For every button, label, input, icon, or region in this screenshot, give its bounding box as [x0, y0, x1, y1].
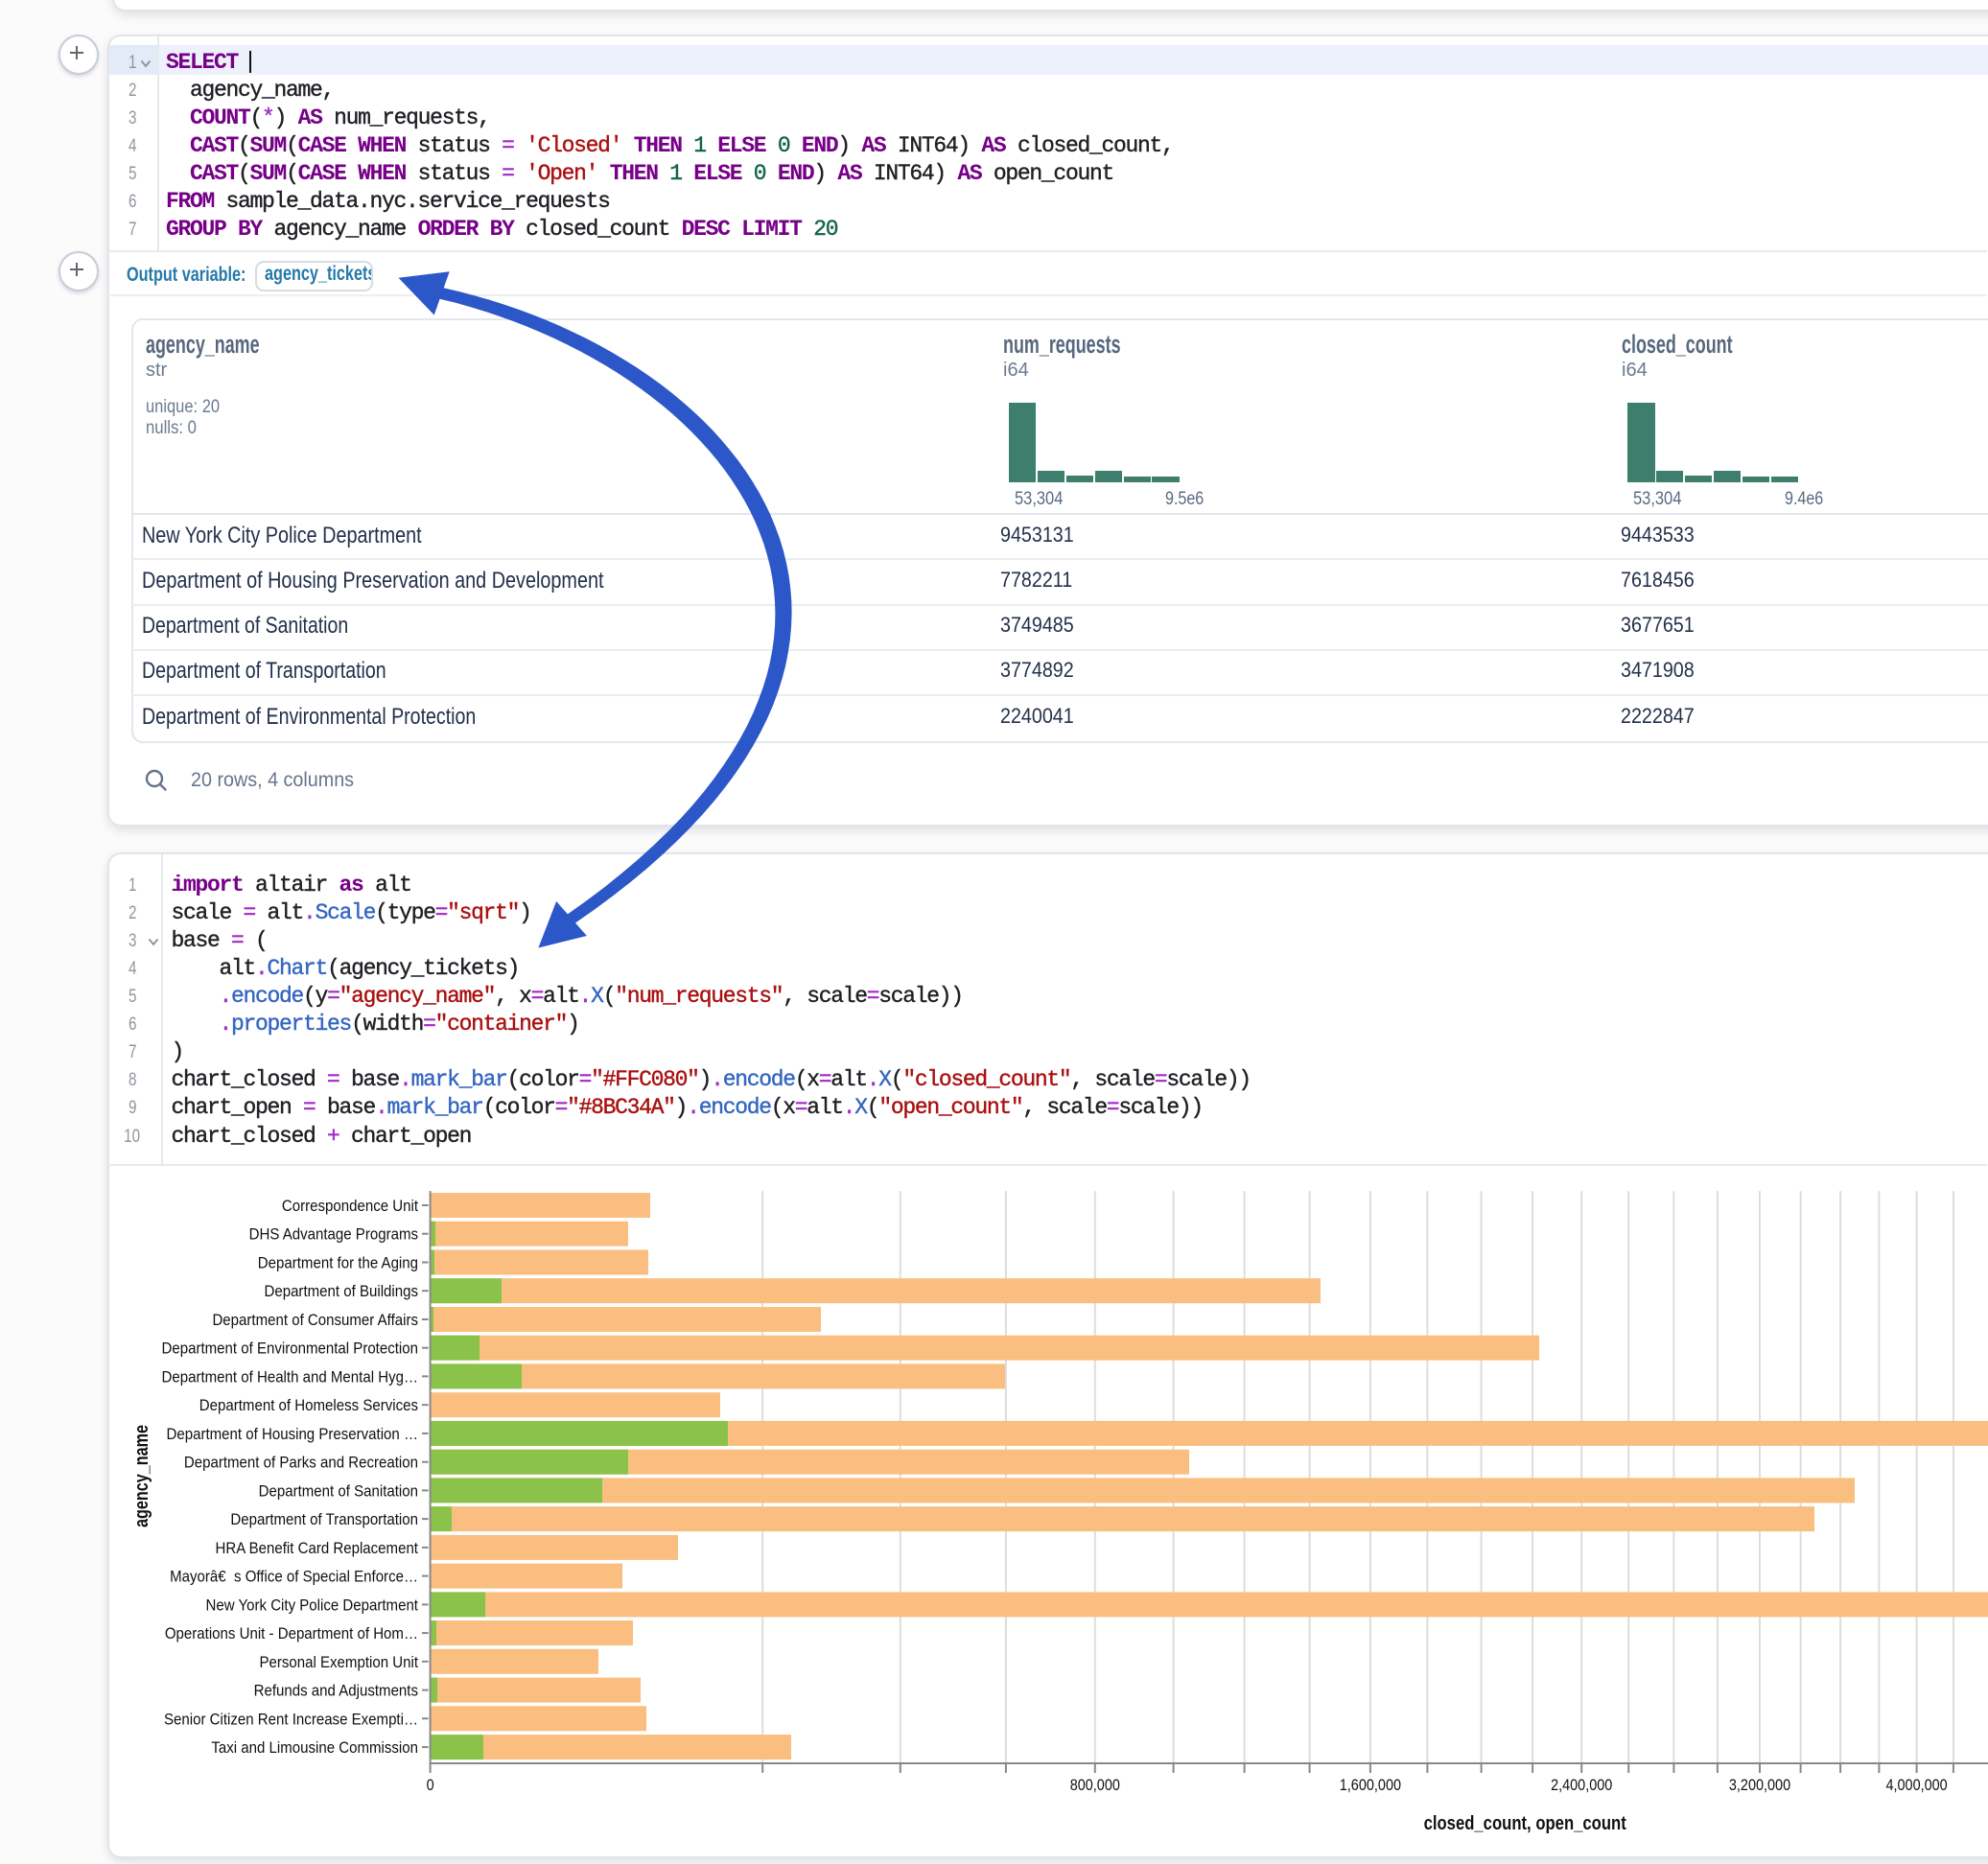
svg-text:Department of Homeless Service: Department of Homeless Services: [199, 1396, 418, 1414]
svg-text:DHS Advantage Programs: DHS Advantage Programs: [249, 1225, 418, 1244]
svg-text:800,000: 800,000: [1070, 1777, 1120, 1794]
svg-text:Department of Consumer Affairs: Department of Consumer Affairs: [212, 1311, 418, 1329]
svg-text:Department of Sanitation: Department of Sanitation: [259, 1482, 418, 1501]
svg-text:2,400,000: 2,400,000: [1551, 1777, 1612, 1794]
svg-text:Operations Unit - Department o: Operations Unit - Department of Hom…: [165, 1624, 418, 1643]
svg-text:Department of Buildings: Department of Buildings: [264, 1282, 418, 1300]
svg-text:Refunds and Adjustments: Refunds and Adjustments: [254, 1682, 418, 1700]
svg-text:1,600,000: 1,600,000: [1340, 1777, 1401, 1794]
svg-text:HRA Benefit Card Replacement: HRA Benefit Card Replacement: [215, 1539, 418, 1557]
svg-text:closed_count, open_count: closed_count, open_count: [1424, 1812, 1626, 1834]
svg-text:Department for the Aging: Department for the Aging: [258, 1254, 418, 1272]
svg-text:Department of Housing Preserva: Department of Housing Preservation …: [167, 1425, 418, 1443]
svg-text:Taxi and Limousine Commission: Taxi and Limousine Commission: [211, 1738, 418, 1757]
svg-text:agency_name: agency_name: [130, 1425, 152, 1527]
svg-text:4,000,000: 4,000,000: [1885, 1777, 1947, 1794]
svg-text:Department of Environmental Pr: Department of Environmental Protection: [161, 1340, 418, 1358]
svg-text:Department of Parks and Recrea: Department of Parks and Recreation: [184, 1454, 418, 1472]
svg-text:Personal Exemption Unit: Personal Exemption Unit: [259, 1653, 418, 1671]
svg-text:New York City Police Departmen: New York City Police Department: [205, 1596, 418, 1615]
svg-text:Correspondence Unit: Correspondence Unit: [282, 1197, 419, 1215]
svg-text:Mayorâ€ s Office of Special E: Mayorâ€ s Office of Special Enforce…: [170, 1568, 418, 1586]
svg-text:Senior Citizen Rent Increase E: Senior Citizen Rent Increase Exempti…: [164, 1710, 418, 1728]
svg-text:Department of Transportation: Department of Transportation: [230, 1510, 418, 1528]
svg-text:Department of Health and Menta: Department of Health and Mental Hyg…: [161, 1368, 418, 1386]
svg-text:0: 0: [427, 1777, 434, 1794]
svg-text:3,200,000: 3,200,000: [1729, 1777, 1790, 1794]
